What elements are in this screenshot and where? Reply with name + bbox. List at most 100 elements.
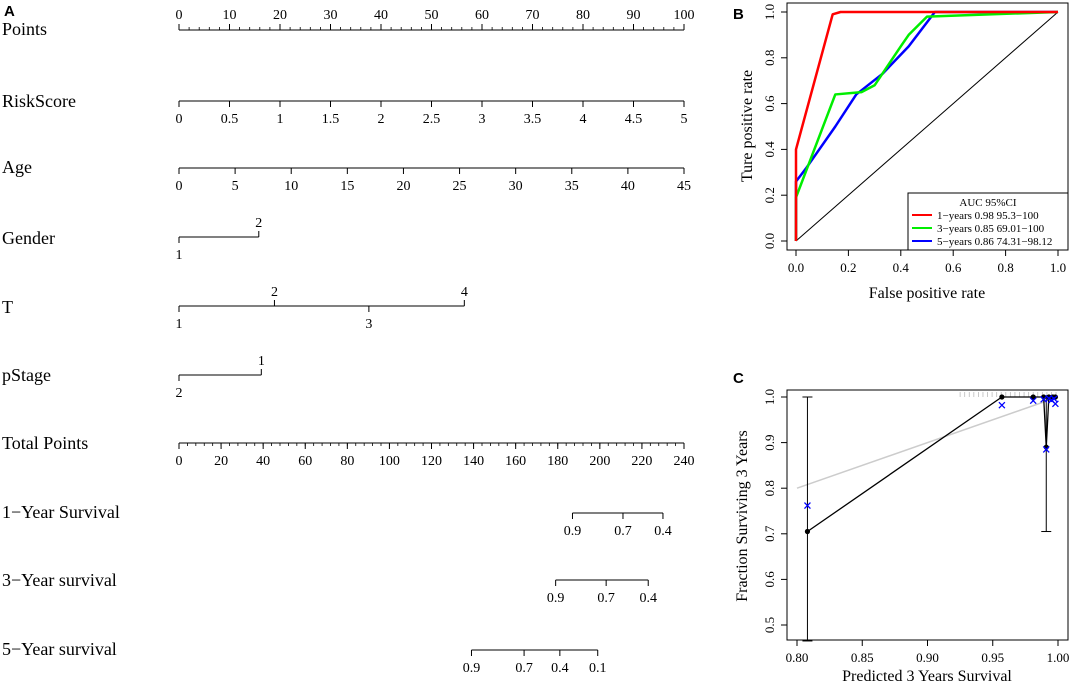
nomogram-tick-label: 3.5 xyxy=(524,112,542,127)
roc-diagonal-reference xyxy=(795,11,1059,242)
nomogram-tick-label: 80 xyxy=(576,8,590,23)
calibration-observed-point xyxy=(1030,394,1036,400)
roc-curve-5-year xyxy=(794,10,1058,241)
calibration-y-tick-label: 1.0 xyxy=(762,389,777,405)
nomogram-tick-label: 220 xyxy=(631,454,652,469)
roc-y-tick-label: 0.2 xyxy=(762,187,777,203)
nomogram-survival-label: 0.1 xyxy=(589,661,607,676)
calibration-x-tick-label: 0.90 xyxy=(916,650,939,665)
nomogram-tick-label: 1.5 xyxy=(322,112,340,127)
nomogram-category-label: 2 xyxy=(176,386,183,401)
nomogram-row-label: RiskScore xyxy=(2,91,76,111)
nomogram-tick-label: 0.5 xyxy=(221,112,239,127)
calibration-corrected-point xyxy=(1050,395,1058,403)
nomogram-category-label: 2 xyxy=(271,285,278,300)
roc-curve-3-year xyxy=(794,10,1059,241)
calibration-y-tick-label: 0.9 xyxy=(762,434,777,450)
nomogram-tick-label: 200 xyxy=(589,454,610,469)
calibration-observed-point xyxy=(804,528,811,535)
nomogram-row-label: Points xyxy=(2,19,47,39)
nomogram-tick-label: 1 xyxy=(277,112,284,127)
nomogram-tick-label: 40 xyxy=(256,454,270,469)
roc-y-tick-label: 0.6 xyxy=(762,95,777,112)
roc-series xyxy=(794,10,1059,242)
nomogram-tick-label: 0 xyxy=(176,454,183,469)
roc-legend-entry: 3−years 0.85 69.01−100 xyxy=(937,223,1045,235)
roc-curve-1-year xyxy=(794,10,1058,241)
calibration-axes: 0.80 0.85 0.90 0.95 1.00 0.5 0.6 0.7 0.8 0.9 1.0 xyxy=(762,389,1069,665)
roc-legend-entry: 5−years 0.86 74.31−98.12 xyxy=(937,236,1052,248)
calibration-x-tick-label: 0.95 xyxy=(981,650,1004,665)
roc-legend-entry: 1−years 0.98 95.3−100 xyxy=(937,210,1039,222)
nomogram-tick-label: 3 xyxy=(479,112,486,127)
nomogram-survival-label: 0.7 xyxy=(614,524,632,539)
calibration-plot-frame xyxy=(786,389,1069,641)
nomogram-tick-label: 40 xyxy=(621,179,635,194)
nomogram-tick-label: 35 xyxy=(565,179,579,194)
nomogram-row-label: 3−Year survival xyxy=(2,570,117,590)
nomogram-row-label: Gender xyxy=(2,228,55,248)
calibration-y-tick-label: 0.5 xyxy=(762,617,777,633)
roc-y-tick-label: 0.4 xyxy=(762,141,777,158)
roc-x-tick-label: 0.4 xyxy=(893,260,910,275)
roc-axes: 0.0 0.2 0.4 0.6 0.8 1.0 0.0 0.2 0.4 0.6 0.8 1.0 xyxy=(762,4,1066,275)
nomogram-tick-label: 40 xyxy=(374,8,388,23)
calibration-corrected-point xyxy=(1029,397,1037,405)
roc-x-tick-label: 0.0 xyxy=(788,260,804,275)
roc-x-tick-label: 1.0 xyxy=(1050,260,1066,275)
nomogram-row-label: Total Points xyxy=(2,433,88,453)
panel-label-a: A xyxy=(4,3,15,20)
calibration-observed-line xyxy=(807,396,1056,533)
nomogram-tick-label: 15 xyxy=(340,179,354,194)
calibration-observed-point xyxy=(999,394,1005,400)
nomogram-tick-label: 100 xyxy=(379,454,400,469)
roc-x-axis-label: False positive rate xyxy=(869,285,985,302)
calibration-corrected-point xyxy=(803,502,811,509)
nomogram-tick-label: 0 xyxy=(176,112,183,127)
nomogram-tick-label: 5 xyxy=(232,179,239,194)
calibration-x-tick-label: 0.80 xyxy=(786,650,809,665)
nomogram-row-label: T xyxy=(2,297,13,317)
nomogram-tick-label: 30 xyxy=(509,179,523,194)
nomogram-tick-label: 60 xyxy=(475,8,489,23)
calibration-y-tick-label: 0.7 xyxy=(762,525,777,542)
roc-y-tick-label: 0.0 xyxy=(762,233,777,249)
calibration-x-tick-label: 0.85 xyxy=(851,650,874,665)
calibration-y-tick-label: 0.6 xyxy=(762,571,777,588)
nomogram-tick-label: 120 xyxy=(421,454,442,469)
calibration-ideal-line xyxy=(796,396,1059,489)
roc-legend-title: AUC 95%CI xyxy=(959,197,1016,209)
nomogram-tick-label: 20 xyxy=(214,454,228,469)
nomogram-tick-label: 0 xyxy=(176,179,183,194)
nomogram-tick-label: 70 xyxy=(526,8,540,23)
calibration-y-tick-label: 0.8 xyxy=(762,480,777,496)
calibration-corrected-point xyxy=(1040,395,1048,403)
nomogram-tick-label: 5 xyxy=(681,112,688,127)
nomogram-tick-label: 10 xyxy=(284,179,298,194)
nomogram-tick-label: 4 xyxy=(580,112,587,127)
nomogram-row-label: Age xyxy=(2,157,32,177)
nomogram-tick-label: 30 xyxy=(324,8,338,23)
roc-x-tick-label: 0.8 xyxy=(997,260,1013,275)
nomogram-survival-label: 0.9 xyxy=(547,591,565,606)
nomogram-tick-label: 10 xyxy=(223,8,237,23)
nomogram-tick-label: 2.5 xyxy=(423,112,441,127)
calibration-chart: 0.80 0.85 0.90 0.95 1.00 0.5 0.6 0.7 0.8 0.9 1.0 P… xyxy=(734,389,1069,684)
calibration-series xyxy=(796,392,1059,642)
nomogram-survival-label: 0.9 xyxy=(463,661,481,676)
roc-y-tick-label: 0.8 xyxy=(762,50,777,66)
nomogram-tick-label: 4.5 xyxy=(625,112,643,127)
nomogram-tick-label: 80 xyxy=(340,454,354,469)
nomogram-tick-label: 240 xyxy=(674,454,695,469)
calibration-x-tick-label: 1.00 xyxy=(1047,650,1070,665)
nomogram-tick-label: 180 xyxy=(547,454,568,469)
nomogram-category-label: 1 xyxy=(176,248,183,263)
nomogram-tick-label: 140 xyxy=(463,454,484,469)
nomogram-survival-label: 0.7 xyxy=(515,661,533,676)
panel-label-b: B xyxy=(733,6,744,23)
roc-chart: 0.0 0.2 0.4 0.6 0.8 1.0 0.0 0.2 0.4 0.6 0.8 1.0 Fal… xyxy=(739,2,1069,302)
nomogram-category-label: 4 xyxy=(461,285,468,300)
roc-x-tick-label: 0.6 xyxy=(945,260,962,275)
nomogram-tick-label: 45 xyxy=(677,179,691,194)
